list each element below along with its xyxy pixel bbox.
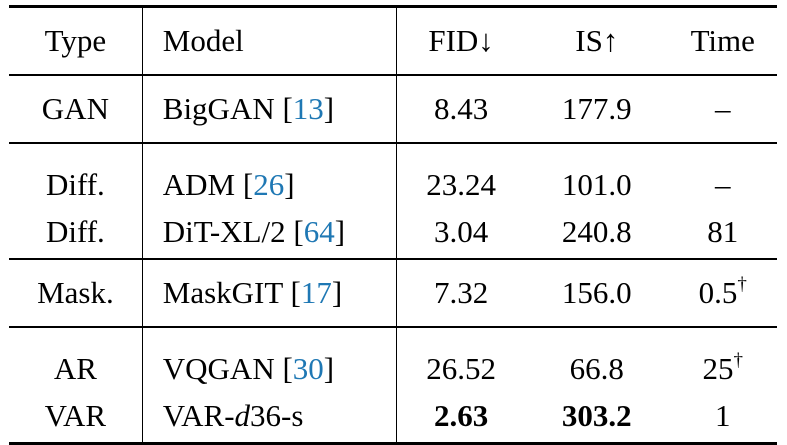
model-name: BigGAN [ xyxy=(162,91,293,126)
header-time: Time xyxy=(690,23,755,58)
bracket-close: ] xyxy=(323,351,335,386)
bracket-close: ] xyxy=(323,91,335,126)
bracket-close: ] xyxy=(284,167,295,202)
cell-is: 101.0 xyxy=(561,167,632,202)
header-fid: FID↓ xyxy=(428,23,494,58)
cell-model: VAR-d36-s xyxy=(142,394,398,444)
model-name: VQGAN [ xyxy=(162,351,293,386)
cell-type: Diff. xyxy=(9,210,143,259)
cell-is: 177.9 xyxy=(561,91,632,126)
table-row: Mask. MaskGIT [17] 7.32 156.0 0.5† xyxy=(9,259,777,327)
cell-is: 156.0 xyxy=(561,275,632,310)
cell-is-best: 303.2 xyxy=(561,398,632,433)
cell-is: 240.8 xyxy=(561,214,632,249)
model-name-italic: d xyxy=(234,398,251,433)
comparison-table: Type Model FID↓ IS↑ Time GAN BigGAN [13]… xyxy=(9,5,777,445)
cell-fid: 23.24 xyxy=(426,167,496,202)
cell-time: 81 xyxy=(707,214,739,249)
cell-model: VQGAN [30] xyxy=(142,327,398,394)
table-row: Diff. ADM [26] 23.24 101.0 – xyxy=(9,143,777,210)
cell-fid: 8.43 xyxy=(433,91,489,126)
cell-time: 0.5† xyxy=(668,259,777,327)
header-is: IS↑ xyxy=(575,23,619,58)
cell-fid: 7.32 xyxy=(433,275,489,310)
citation-link[interactable]: 64 xyxy=(303,214,335,249)
table-row: GAN BigGAN [13] 8.43 177.9 – xyxy=(9,75,777,143)
cell-fid: 3.04 xyxy=(433,214,489,249)
model-name-prefix: VAR- xyxy=(162,398,235,433)
time-value: 0.5 xyxy=(698,275,738,310)
cell-model: ADM [26] xyxy=(142,143,398,210)
group-diffusion: Diff. ADM [26] 23.24 101.0 – Diff. DiT-X… xyxy=(9,143,777,259)
cell-time: 25† xyxy=(668,327,777,394)
cell-time: 1 xyxy=(714,398,731,433)
time-value: 25 xyxy=(702,351,734,386)
model-name: ADM [ xyxy=(162,167,254,202)
citation-link[interactable]: 13 xyxy=(292,91,324,126)
cell-time: – xyxy=(714,167,731,202)
comparison-table-container: Type Model FID↓ IS↑ Time GAN BigGAN [13]… xyxy=(9,6,777,444)
group-gan: GAN BigGAN [13] 8.43 177.9 – xyxy=(9,75,777,143)
table-row: VAR VAR-d36-s 2.63 303.2 1 xyxy=(9,394,777,444)
dagger-mark: † xyxy=(733,350,743,371)
model-name: MaskGIT [ xyxy=(162,275,301,310)
header-model: Model xyxy=(142,6,398,75)
cell-model: MaskGIT [17] xyxy=(142,259,398,327)
table-row: Diff. DiT-XL/2 [64] 3.04 240.8 81 xyxy=(9,210,777,259)
cell-time: – xyxy=(714,91,731,126)
dagger-mark: † xyxy=(737,274,747,295)
header-type: Type xyxy=(9,6,143,75)
cell-fid: 26.52 xyxy=(426,351,496,386)
citation-link[interactable]: 17 xyxy=(300,275,332,310)
cell-type: GAN xyxy=(9,75,143,143)
cell-type: VAR xyxy=(9,394,143,444)
group-autoregressive: AR VQGAN [30] 26.52 66.8 25† VAR VAR-d36… xyxy=(9,327,777,444)
cell-model: DiT-XL/2 [64] xyxy=(142,210,398,259)
header-row: Type Model FID↓ IS↑ Time xyxy=(9,6,777,75)
bracket-close: ] xyxy=(331,275,343,310)
citation-link[interactable]: 26 xyxy=(253,167,285,202)
table-row: AR VQGAN [30] 26.52 66.8 25† xyxy=(9,327,777,394)
model-name: DiT-XL/2 [ xyxy=(162,214,304,249)
cell-is: 66.8 xyxy=(569,351,624,386)
group-mask: Mask. MaskGIT [17] 7.32 156.0 0.5† xyxy=(9,259,777,327)
cell-type: Mask. xyxy=(9,259,143,327)
model-name-suffix: 36-s xyxy=(250,398,304,433)
cell-type: AR xyxy=(9,327,143,394)
cell-model: BigGAN [13] xyxy=(142,75,398,143)
bracket-close: ] xyxy=(334,214,346,249)
cell-type: Diff. xyxy=(9,143,143,210)
citation-link[interactable]: 30 xyxy=(292,351,324,386)
cell-fid-best: 2.63 xyxy=(433,398,489,433)
